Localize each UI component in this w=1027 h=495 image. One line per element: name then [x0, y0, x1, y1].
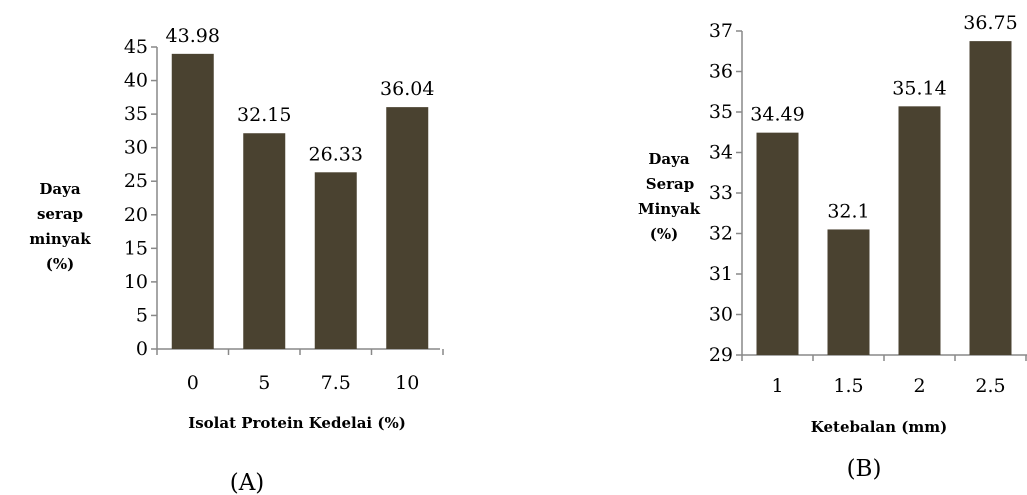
chart-a-x-tick-label: 10	[395, 372, 419, 394]
chart-b-panel-label: (B)	[847, 456, 882, 482]
chart-a-y-tick-label: 0	[136, 338, 148, 360]
chart-a-y-axis-label-line-1: Daya	[39, 180, 80, 198]
chart-a-y-axis-label-line-4: (%)	[46, 255, 74, 273]
chart-b-y-tick-label: 32	[709, 223, 733, 245]
chart-a-x-tick-label: 0	[187, 372, 199, 394]
chart-b-bar	[756, 132, 799, 355]
chart-b-y-tick-label: 29	[709, 344, 733, 366]
chart-a-y-ticks: 0 5 10 15 20 25 30 35 40 45	[124, 36, 157, 360]
chart-b-y-tick-label: 34	[709, 142, 733, 164]
chart-b-y-tick-label: 35	[709, 101, 733, 123]
chart-a-y-tick-label: 45	[124, 36, 148, 58]
chart-b-y-ticks: 29 30 31 32 33 34 35 36 37	[709, 20, 742, 366]
chart-b-y-axis-label-line-1: Daya	[648, 150, 689, 168]
chart-a-y-tick-label: 25	[124, 170, 148, 192]
chart-a-bar	[314, 172, 357, 349]
chart-b-y-tick-label: 31	[709, 263, 733, 285]
chart-a-data-label: 32.15	[237, 104, 291, 126]
chart-a-data-label: 43.98	[166, 25, 220, 47]
chart-b-x-tick-label: 2.5	[975, 375, 1005, 397]
chart-b-bars	[756, 41, 1012, 355]
chart-b-y-axis-label-line-4: (%)	[650, 225, 678, 243]
chart-b-x-tick-label: 1.5	[833, 375, 863, 397]
chart-a-data-label: 26.33	[309, 143, 363, 165]
chart-b-data-label: 36.75	[963, 12, 1017, 34]
chart-a-bar	[386, 107, 429, 349]
chart-a-bars	[171, 53, 429, 349]
chart-a-x-tick-label: 5	[258, 372, 270, 394]
chart-a-y-tick-label: 20	[124, 204, 148, 226]
chart-b-y-axis-label: Daya Serap Minyak (%)	[638, 150, 701, 243]
chart-a-bar	[243, 133, 286, 349]
chart-a-x-tick-label: 7.5	[321, 372, 351, 394]
chart-b-bar	[827, 229, 870, 355]
chart-b-y-tick-label: 37	[709, 20, 733, 42]
chart-b-x-axis-label: Ketebalan (mm)	[811, 418, 947, 436]
chart-a-y-tick-label: 30	[124, 137, 148, 159]
chart-a-bar	[171, 53, 214, 349]
chart-b-x-tick-label: 1	[771, 375, 783, 397]
chart-a-x-ticks: 0 5 7.5 10	[156, 349, 444, 394]
chart-b-data-labels: 34.49 32.1 35.14 36.75	[750, 12, 1017, 222]
chart-a-y-axis-label: Daya serap minyak (%)	[29, 180, 91, 273]
chart-b-data-label: 32.1	[827, 200, 869, 222]
chart-a-y-tick-label: 5	[136, 304, 148, 326]
chart-b-y-tick-label: 36	[709, 61, 733, 83]
chart-a-y-axis-label-line-3: minyak	[29, 230, 91, 248]
chart-a-y-tick-label: 15	[124, 237, 148, 259]
chart-a-panel-label: (A)	[230, 470, 265, 495]
chart-a-y-tick-label: 10	[124, 271, 148, 293]
chart-a-data-labels: 43.98 32.15 26.33 36.04	[166, 25, 435, 165]
chart-a-data-label: 36.04	[380, 78, 434, 100]
chart-b-x-tick-label: 2	[913, 375, 925, 397]
chart-a-x-axis-label: Isolat Protein Kedelai (%)	[188, 414, 406, 432]
chart-b: Daya Serap Minyak (%) 29 30 31 32 33 34 35 36 37…	[638, 12, 1027, 482]
chart-b-data-label: 35.14	[892, 77, 946, 99]
chart-b-x-ticks: 1 1.5 2 2.5	[741, 355, 1027, 397]
chart-a-y-tick-label: 35	[124, 103, 148, 125]
chart-a-y-axis-label-line-2: serap	[37, 205, 83, 223]
chart-b-y-tick-label: 33	[709, 182, 733, 204]
chart-b-y-tick-label: 30	[709, 304, 733, 326]
chart-a: Daya serap minyak (%) 0 5 10 15 20 25 30 35 40 45…	[29, 25, 444, 495]
chart-b-y-axis-label-line-3: Minyak	[638, 200, 701, 218]
chart-a-y-tick-label: 40	[124, 70, 148, 92]
chart-b-bar	[969, 41, 1012, 355]
chart-b-bar	[898, 106, 941, 355]
chart-b-y-axis-label-line-2: Serap	[646, 175, 695, 193]
chart-b-data-label: 34.49	[750, 104, 804, 126]
